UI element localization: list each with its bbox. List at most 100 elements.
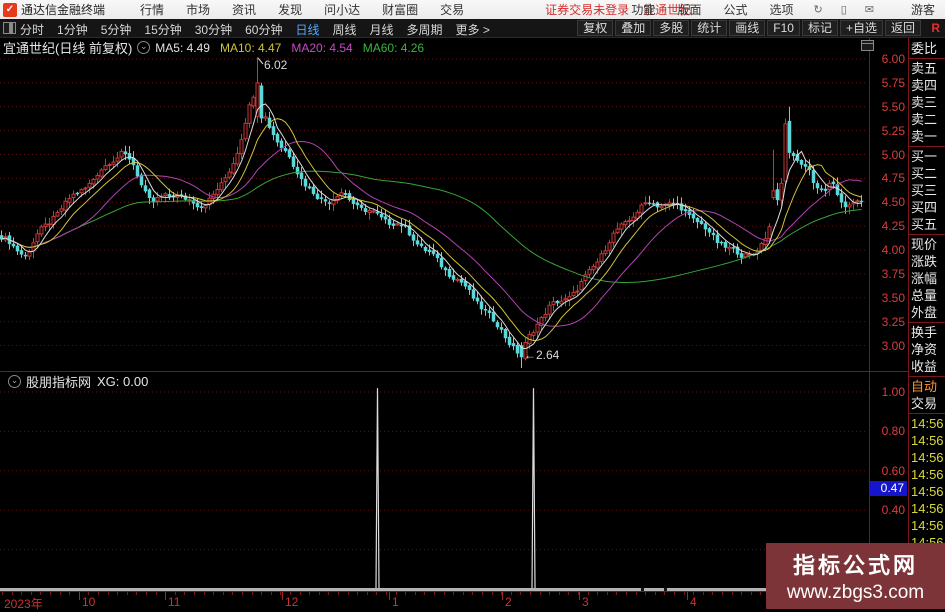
quote-row[interactable]: 卖三: [911, 95, 938, 110]
toolbar-button[interactable]: 多股: [653, 20, 690, 36]
menu-item[interactable]: 财富圈: [382, 3, 419, 17]
quote-row[interactable]: 卖一: [911, 129, 938, 144]
chevron-down-icon[interactable]: ⌄: [137, 41, 151, 54]
menu-item[interactable]: 版面: [677, 3, 702, 17]
trade-login-status[interactable]: 证券交易未登录: [545, 3, 630, 17]
axis-tick: [21, 592, 22, 595]
axis-tick: [338, 592, 339, 595]
toolbar-button[interactable]: 返回: [884, 20, 921, 36]
toolbar-button[interactable]: +自选: [839, 20, 883, 36]
current-stock-link[interactable]: 宜通世纪: [643, 3, 692, 17]
price-tick-label: 4.75: [881, 171, 905, 185]
axis-tick: [444, 592, 445, 595]
sidebar-divider: [909, 146, 945, 147]
axis-tick: [280, 592, 281, 595]
period-tab[interactable]: 周线: [332, 23, 357, 37]
toolbar-button[interactable]: 叠加: [615, 20, 652, 36]
ma-labels: MA5: 4.49 MA10: 4.47 MA20: 4.54 MA60: 4.26: [155, 41, 434, 55]
price-tick-label: 5.75: [881, 76, 905, 90]
period-tab[interactable]: 多周期: [406, 23, 443, 37]
date-label: 2: [505, 595, 512, 609]
menu-item[interactable]: 市场: [186, 3, 211, 17]
toolbar-button[interactable]: 复权: [577, 20, 614, 36]
tick-time-row[interactable]: 14:56: [911, 416, 944, 431]
sidebar-action-trade[interactable]: 交易: [911, 396, 938, 411]
sidebar-action-auto[interactable]: 自动: [911, 379, 938, 394]
menu-item[interactable]: 发现: [278, 3, 303, 17]
pane-maximize-icon[interactable]: [861, 40, 874, 51]
price-tick-label: 3.50: [881, 291, 905, 305]
axis-tick: [50, 592, 51, 595]
menu-item[interactable]: 功能: [631, 3, 656, 17]
period-tab[interactable]: 月线: [369, 23, 394, 37]
mail-icon[interactable]: ✉: [864, 4, 874, 16]
axis-tick: [684, 592, 685, 595]
tick-time-row[interactable]: 14:56: [911, 433, 944, 448]
toolbar-button[interactable]: 画线: [729, 20, 766, 36]
axis-tick: [40, 592, 41, 595]
quote-row: 现价: [911, 237, 938, 252]
axis-tick: [309, 592, 310, 595]
user-badge[interactable]: 游客: [910, 3, 935, 17]
axis-tick: [300, 592, 301, 595]
axis-tick: [242, 592, 243, 595]
quote-row[interactable]: 卖五: [911, 61, 938, 76]
axis-tick: [607, 592, 608, 595]
period-tab[interactable]: 分时: [20, 23, 45, 37]
axis-tick: [472, 592, 473, 595]
feedback-icon[interactable]: ↻: [813, 4, 823, 16]
period-tab[interactable]: 30分钟: [194, 23, 233, 37]
title-bar: ✓ 通达信金融终端 行情 市场 资讯 发现 问小达 财富圈 交易 证券交易未登录 宜通世纪 …: [0, 0, 945, 20]
toolbar-button[interactable]: 标记: [801, 20, 838, 36]
axis-tick: [136, 592, 137, 595]
toolbar-button[interactable]: F10: [767, 20, 800, 36]
quote-row[interactable]: 买五: [911, 217, 938, 232]
menu-item[interactable]: 问小达: [324, 3, 361, 17]
quote-row[interactable]: 买一: [911, 149, 938, 164]
menu-item[interactable]: 公式: [723, 3, 748, 17]
chevron-down-icon[interactable]: ⌄: [8, 374, 21, 388]
horizontal-scrollbar[interactable]: [0, 588, 869, 591]
quote-row[interactable]: 委比: [911, 41, 938, 56]
main-chart-canvas[interactable]: 6.02 ←2.64: [0, 38, 869, 591]
axis-tick-major: [579, 592, 580, 600]
menu-item[interactable]: 交易: [440, 3, 465, 17]
tick-time-row[interactable]: 14:56: [911, 467, 944, 482]
price-tick-label: 3.00: [881, 339, 905, 353]
layout-icon[interactable]: [3, 22, 16, 34]
period-tab[interactable]: 更多 >: [455, 23, 490, 37]
period-tab[interactable]: 5分钟: [100, 23, 132, 37]
quote-row[interactable]: 买三: [911, 183, 938, 198]
axis-tick: [540, 592, 541, 595]
period-tab[interactable]: 15分钟: [144, 23, 182, 37]
axis-tick: [194, 592, 195, 595]
price-tick-label: 3.25: [881, 315, 905, 329]
menu-item[interactable]: 行情: [140, 3, 165, 17]
axis-tick: [530, 592, 531, 595]
quote-row[interactable]: 卖四: [911, 78, 938, 93]
menu-item[interactable]: 资讯: [232, 3, 257, 17]
tick-time-row[interactable]: 14:56: [911, 450, 944, 465]
toolbar-button[interactable]: 统计: [691, 20, 728, 36]
menu-item[interactable]: 选项: [769, 3, 794, 17]
quote-row[interactable]: 卖二: [911, 112, 938, 127]
axis-tick: [511, 592, 512, 595]
period-tab[interactable]: 1分钟: [57, 23, 88, 37]
main-menu: 行情 市场 资讯 发现 问小达 财富圈 交易: [129, 1, 475, 18]
axis-tick-major: [502, 592, 503, 600]
phone-icon[interactable]: ▯: [840, 4, 847, 16]
scrollbar-thumb-edge[interactable]: [641, 588, 644, 591]
period-tab[interactable]: 日线: [295, 23, 320, 37]
tick-time-row[interactable]: 14:56: [911, 518, 944, 533]
r-badge-button[interactable]: R: [931, 21, 940, 35]
scrollbar-thumb-edge[interactable]: [664, 588, 667, 591]
period-tab[interactable]: 60分钟: [245, 23, 283, 37]
quote-row[interactable]: 买四: [911, 200, 938, 215]
tick-time-row[interactable]: 14:56: [911, 501, 944, 516]
chart-header: 宜通世纪(日线 前复权) ⌄ MA5: 4.49 MA10: 4.47 MA20: …: [3, 40, 434, 57]
price-tick-label: 4.25: [881, 219, 905, 233]
tick-time-row[interactable]: 14:56: [911, 484, 944, 499]
quote-row[interactable]: 买二: [911, 166, 938, 181]
ma-label: MA20: 4.54: [291, 40, 353, 55]
ma-label: MA60: 4.26: [362, 40, 425, 55]
